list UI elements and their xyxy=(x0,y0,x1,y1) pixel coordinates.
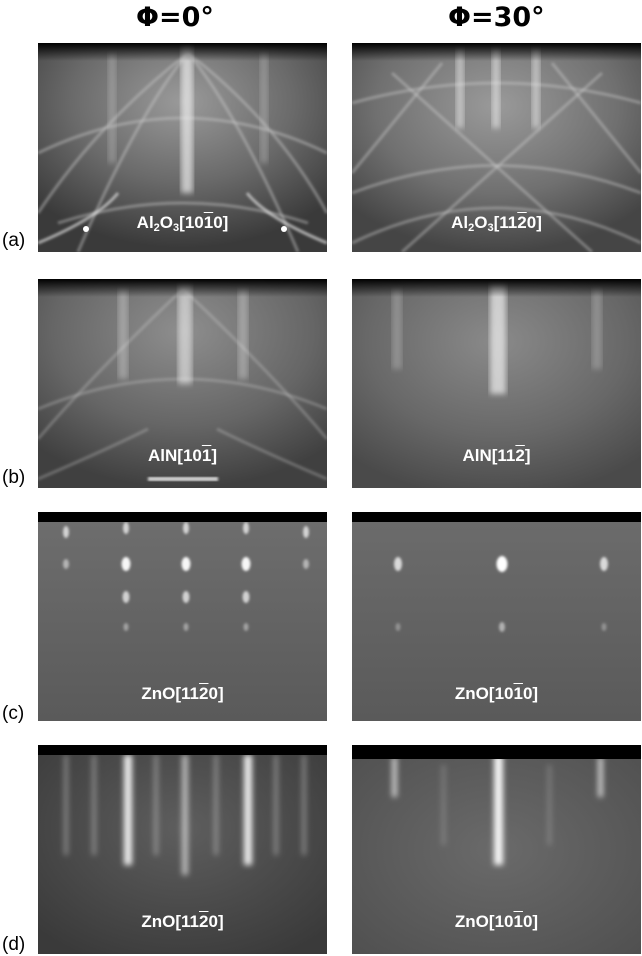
rheed-pattern-image xyxy=(352,43,641,252)
row-label-c: (c) xyxy=(2,703,25,724)
rheed-pattern-image xyxy=(38,279,327,488)
panel-label-al2o3-1120: Al2O3[1120] xyxy=(451,213,542,234)
row-label-a: (a) xyxy=(2,230,26,251)
rheed-panel-d-phi0: ZnO[1120] xyxy=(38,745,327,954)
panel-label-aln-101: AlN[101] xyxy=(148,446,217,465)
rheed-pattern-image xyxy=(38,512,327,721)
rheed-pattern-image xyxy=(38,43,327,252)
row-label-b: (b) xyxy=(2,467,26,488)
rheed-panel-c-phi0: ZnO[1120] xyxy=(38,512,327,721)
panel-label-aln-112: AlN[112] xyxy=(462,446,531,465)
phi-value: =30° xyxy=(470,2,545,33)
phi-value: =0° xyxy=(158,2,214,33)
rheed-panel-d-phi30: ZnO[1010] xyxy=(352,745,641,954)
rheed-pattern-image xyxy=(352,512,641,721)
rheed-pattern-image xyxy=(352,279,641,488)
rheed-pattern-image xyxy=(38,745,327,954)
panel-label-zno-1120-d: ZnO[1120] xyxy=(141,912,224,931)
phi-symbol: Φ xyxy=(136,2,159,33)
rheed-panel-b-phi0: AlN[101] xyxy=(38,279,327,488)
rheed-panel-a-phi0: Al2O3[1010] xyxy=(38,43,327,252)
phi-symbol: Φ xyxy=(448,2,471,33)
rheed-panel-c-phi30: ZnO[1010] xyxy=(352,512,641,721)
rheed-panel-a-phi30: Al2O3[1120] xyxy=(352,43,641,252)
panel-label-al2o3-1010: Al2O3[1010] xyxy=(136,213,229,234)
panel-label-zno-1010-c: ZnO[1010] xyxy=(454,684,539,703)
rheed-pattern-image xyxy=(352,745,641,954)
column-header-phi-0: Φ=0° xyxy=(136,2,214,33)
panel-label-zno-1120-c: ZnO[1120] xyxy=(141,684,224,703)
column-header-phi-30: Φ=30° xyxy=(448,2,545,33)
row-label-d: (d) xyxy=(2,934,26,955)
panel-label-zno-1010-d: ZnO[1010] xyxy=(454,912,539,931)
rheed-panel-b-phi30: AlN[112] xyxy=(352,279,641,488)
